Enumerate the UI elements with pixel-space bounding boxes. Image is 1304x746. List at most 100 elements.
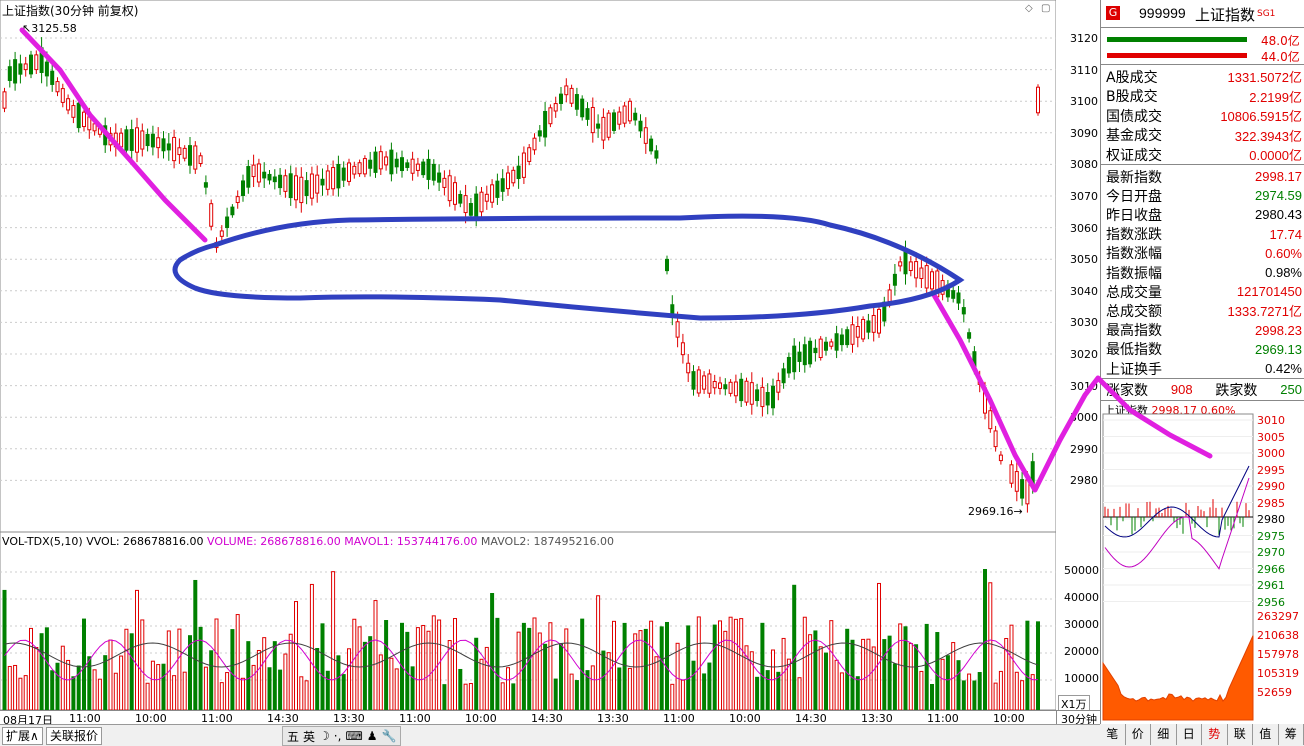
candle-body bbox=[703, 376, 706, 389]
mini-volume-tick: 157978 bbox=[1257, 648, 1299, 661]
volume-bar bbox=[703, 674, 706, 710]
candle-body bbox=[697, 370, 700, 393]
candle-body bbox=[395, 159, 398, 167]
volume-bar bbox=[395, 669, 398, 710]
volume-bar bbox=[973, 681, 976, 710]
mini-price-tick: 3005 bbox=[1257, 431, 1285, 444]
buy-volume-value: 48.0亿 bbox=[1261, 32, 1300, 49]
candle-body bbox=[173, 137, 176, 160]
candle-body bbox=[724, 385, 727, 389]
panel-tab[interactable]: 价 bbox=[1126, 724, 1152, 745]
volume-svg[interactable] bbox=[0, 532, 1056, 710]
ime-button[interactable]: ☽ bbox=[319, 729, 330, 743]
volume-bar bbox=[697, 617, 700, 710]
ime-button[interactable]: 🔧 bbox=[382, 729, 397, 743]
candlestick-chart[interactable]: 上证指数(30分钟 前复权) ↖3125.58 2969.16→ ◇ ▢ 312… bbox=[0, 0, 1056, 532]
volume-bar bbox=[390, 658, 393, 710]
volume-bar bbox=[284, 654, 287, 710]
panel-tab[interactable]: 值 bbox=[1253, 724, 1279, 745]
volume-bar bbox=[358, 627, 361, 710]
candle-body bbox=[952, 291, 955, 299]
restore-icon[interactable]: ▢ bbox=[1041, 3, 1050, 14]
candle-body bbox=[544, 111, 547, 137]
candle-body bbox=[390, 150, 393, 174]
volume-bar bbox=[846, 629, 849, 710]
volume-bar bbox=[416, 628, 419, 710]
high-arrow-icon: ↖ bbox=[22, 22, 31, 35]
ime-button[interactable]: ♟ bbox=[367, 729, 378, 743]
panel-tab[interactable]: 势 bbox=[1202, 724, 1228, 745]
volume-bar bbox=[35, 648, 38, 710]
ime-toolbar[interactable]: 五英 ☽ ·,⌨ ♟ 🔧 bbox=[282, 726, 401, 746]
candlestick-svg[interactable] bbox=[0, 0, 1056, 532]
ime-button[interactable]: 五 bbox=[287, 728, 299, 745]
price-axis-tick: 3080 bbox=[1070, 158, 1098, 171]
volume-bar bbox=[178, 629, 181, 710]
volume-bar bbox=[369, 637, 372, 710]
candle-body bbox=[729, 382, 732, 393]
expand-tab[interactable]: 扩展∧ bbox=[2, 727, 43, 745]
volume-bar bbox=[45, 628, 48, 710]
volume-bar bbox=[88, 657, 91, 710]
volume-bar bbox=[517, 632, 520, 710]
candle-body bbox=[443, 178, 446, 187]
candle-body bbox=[793, 346, 796, 372]
volume-bar bbox=[1010, 625, 1013, 710]
candle-body bbox=[247, 167, 250, 188]
volume-bar bbox=[14, 665, 17, 710]
candle-body bbox=[740, 379, 743, 400]
ime-button[interactable]: ·, bbox=[334, 729, 342, 743]
candle-body bbox=[178, 148, 181, 155]
mavol2-value: MAVOL2: 187495216.00 bbox=[481, 535, 614, 548]
price-axis-tick: 3010 bbox=[1070, 380, 1098, 393]
panel-tab[interactable]: 日 bbox=[1177, 724, 1203, 745]
volume-bar bbox=[8, 666, 11, 710]
price-axis-tick: 3000 bbox=[1070, 411, 1098, 424]
candle-body bbox=[920, 268, 923, 278]
candle-body bbox=[628, 101, 631, 121]
volume-axis-tick: 40000 bbox=[1064, 591, 1099, 604]
volume-bar bbox=[639, 631, 642, 710]
volume-bar bbox=[708, 663, 711, 710]
mini-price-tick: 2995 bbox=[1257, 464, 1285, 477]
diamond-icon[interactable]: ◇ bbox=[1025, 3, 1033, 14]
volume-bar bbox=[628, 668, 631, 710]
volume-bar bbox=[72, 677, 75, 710]
candle-body bbox=[756, 390, 759, 401]
volume-value: VOLUME: 268678816.00 bbox=[207, 535, 341, 548]
candle-body bbox=[978, 379, 981, 385]
high-price-label: ↖3125.58 bbox=[22, 22, 77, 35]
volume-bar bbox=[581, 619, 584, 710]
row-value: 0.42% bbox=[1265, 361, 1302, 376]
panel-tab[interactable]: 细 bbox=[1151, 724, 1177, 745]
candle-body bbox=[210, 204, 213, 227]
volume-bar bbox=[671, 684, 674, 710]
mini-volume-tick: 210638 bbox=[1257, 629, 1299, 642]
volume-bar bbox=[825, 653, 828, 710]
volume-bar bbox=[252, 665, 255, 710]
volume-bar bbox=[19, 678, 22, 710]
ime-button[interactable]: 英 bbox=[303, 728, 315, 745]
volume-bar bbox=[676, 643, 679, 710]
volume-bar bbox=[295, 602, 298, 710]
related-quotes-tab[interactable]: 关联报价 bbox=[46, 727, 102, 745]
volume-bar bbox=[719, 621, 722, 710]
panel-tab[interactable]: 笔 bbox=[1100, 724, 1126, 745]
panel-tab[interactable]: 筹 bbox=[1279, 724, 1304, 745]
volume-bar bbox=[242, 678, 245, 710]
volume-bar bbox=[840, 673, 843, 710]
row-label: 今日开盘 bbox=[1106, 186, 1162, 206]
candle-body bbox=[30, 55, 33, 74]
candle-body bbox=[385, 157, 388, 165]
ime-button[interactable]: ⌨ bbox=[345, 729, 362, 743]
candle-body bbox=[125, 130, 128, 150]
candle-body bbox=[342, 168, 345, 180]
volume-bar bbox=[819, 647, 822, 710]
row-value: 2998.17 bbox=[1255, 169, 1302, 184]
panel-tab[interactable]: 联 bbox=[1228, 724, 1254, 745]
